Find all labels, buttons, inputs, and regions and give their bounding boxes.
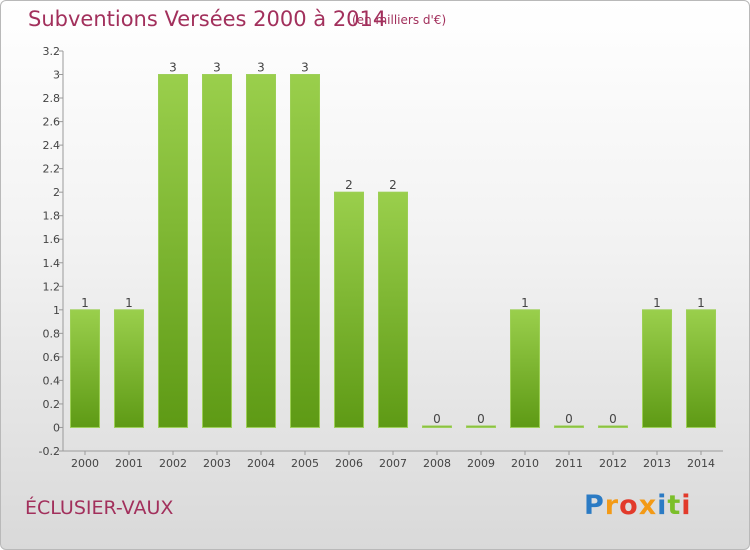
bar-2010 <box>510 309 540 428</box>
bar-2003 <box>202 74 232 428</box>
logo-letter: i <box>681 490 692 521</box>
bar-value-label: 1 <box>125 296 133 310</box>
chart-title: Subventions Versées 2000 à 2014 <box>28 7 387 31</box>
bar-2007 <box>378 191 408 428</box>
bar-2012 <box>598 425 628 428</box>
bar-2008 <box>422 425 452 428</box>
bar-2004 <box>246 74 276 428</box>
bar-value-label: 0 <box>565 412 573 426</box>
y-tick-label: 2.6 <box>43 116 61 129</box>
logo-letter: r <box>604 490 620 521</box>
x-tick-label: 2001 <box>115 457 143 470</box>
bar-value-label: 3 <box>257 61 265 75</box>
x-tick-label: 2004 <box>247 457 275 470</box>
bar-2001 <box>114 309 144 428</box>
bar-value-label: 3 <box>169 61 177 75</box>
logo-letter: x <box>638 490 658 521</box>
bar-2000 <box>70 309 100 428</box>
x-tick-label: 2009 <box>467 457 495 470</box>
bar-2009 <box>466 425 496 428</box>
proxiti-logo[interactable]: Proxiti <box>584 490 692 521</box>
y-tick-label: 1.8 <box>43 210 61 223</box>
bar-2014 <box>686 309 716 428</box>
bar-value-label: 1 <box>653 296 661 310</box>
bar-value-label: 0 <box>609 412 617 426</box>
y-tick-label: 3.2 <box>43 45 61 58</box>
bar-value-label: 3 <box>301 61 309 75</box>
logo-letter: o <box>619 490 639 521</box>
x-tick-label: 2014 <box>687 457 715 470</box>
bar-value-label: 1 <box>81 296 89 310</box>
bar-value-label: 2 <box>345 178 353 192</box>
y-tick-label: 1.2 <box>43 280 61 293</box>
y-tick-label: 2 <box>53 186 60 199</box>
logo-letter: i <box>657 490 668 521</box>
bar-2013 <box>642 309 672 428</box>
x-tick-label: 2013 <box>643 457 671 470</box>
bar-value-label: 0 <box>477 412 485 426</box>
bar-2005 <box>290 74 320 428</box>
x-tick-label: 2008 <box>423 457 451 470</box>
bar-2011 <box>554 425 584 428</box>
bar-2002 <box>158 74 188 428</box>
y-tick-label: 2.4 <box>43 139 61 152</box>
x-tick-label: 2002 <box>159 457 187 470</box>
logo-letter: t <box>667 490 682 521</box>
bar-value-label: 3 <box>213 61 221 75</box>
x-tick-label: 2007 <box>379 457 407 470</box>
x-tick-label: 2012 <box>599 457 627 470</box>
chart-subtitle: (en milliers d'€) <box>352 13 447 27</box>
x-tick-label: 2000 <box>71 457 99 470</box>
x-tick-label: 2011 <box>555 457 583 470</box>
y-tick-label: 0 <box>53 421 60 434</box>
bar-value-label: 2 <box>389 178 397 192</box>
y-tick-label: 2.2 <box>43 163 61 176</box>
bar-value-label: 1 <box>521 296 529 310</box>
y-tick-label: 3 <box>53 69 60 82</box>
x-tick-label: 2010 <box>511 457 539 470</box>
bar-value-label: 0 <box>433 412 441 426</box>
commune-name: ÉCLUSIER-VAUX <box>25 497 174 519</box>
y-tick-label: 1.6 <box>43 233 61 246</box>
y-tick-label: 0.6 <box>43 351 61 364</box>
y-tick-label: 0.4 <box>43 374 61 387</box>
y-tick-label: -0.2 <box>39 445 60 458</box>
logo-letter: P <box>584 490 605 521</box>
bar-2006 <box>334 191 364 428</box>
y-tick-label: 1.4 <box>43 257 61 270</box>
x-tick-label: 2006 <box>335 457 363 470</box>
bar-chart: -0.2 0 0.2 0.4 0.6 0.8 1 1.2 1.4 1.6 1.8 2 2.2 2.4 2.6… <box>39 45 723 470</box>
y-tick-label: 0.8 <box>43 327 61 340</box>
y-tick-label: 2.8 <box>43 92 61 105</box>
x-tick-label: 2005 <box>291 457 319 470</box>
y-tick-label: 1 <box>53 304 60 317</box>
y-tick-label: 0.2 <box>43 398 61 411</box>
bar-value-label: 1 <box>697 296 705 310</box>
x-tick-label: 2003 <box>203 457 231 470</box>
